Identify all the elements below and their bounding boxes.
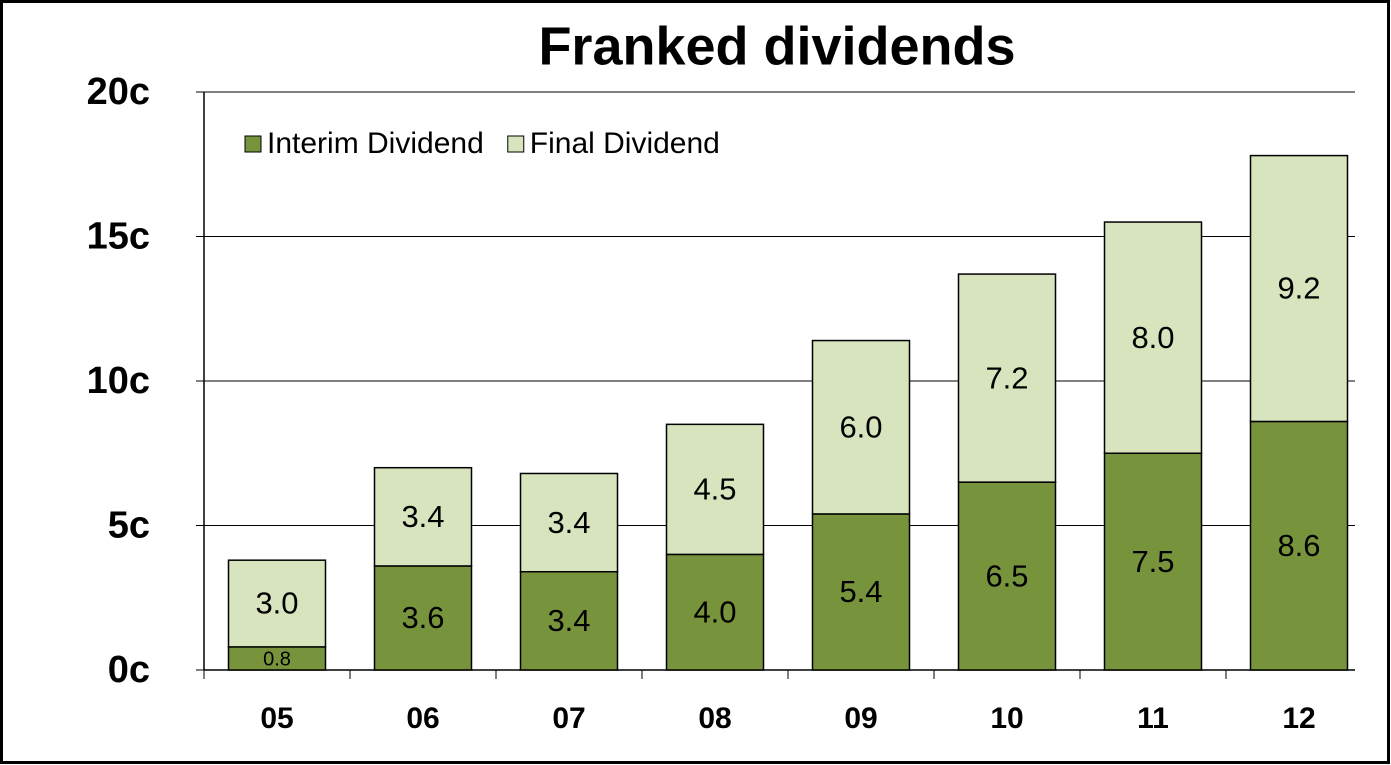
bar-segment <box>519 570 619 671</box>
y-tick-label: 20c <box>87 71 150 113</box>
x-tick-label: 08 <box>698 702 731 735</box>
data-label: 7.2 <box>985 360 1028 395</box>
x-tick-label: 05 <box>260 702 293 735</box>
data-label: 4.5 <box>693 472 736 507</box>
bar-segment <box>1249 154 1349 423</box>
data-label: 3.4 <box>547 603 590 638</box>
chart-title: Franked dividends <box>538 16 1015 76</box>
legend-marker <box>507 135 525 153</box>
y-tick-label: 15c <box>87 216 150 258</box>
data-label: 8.6 <box>1277 528 1320 563</box>
legend-marker <box>244 135 262 153</box>
bar-segment <box>519 472 619 573</box>
data-label: 8.0 <box>1131 320 1174 355</box>
data-label: 3.0 <box>255 586 298 621</box>
bar-segment <box>811 513 911 671</box>
data-label: 3.6 <box>401 600 444 635</box>
data-label: 0.8 <box>263 649 291 671</box>
x-tick-label: 06 <box>406 702 439 735</box>
x-tick-label: 10 <box>990 702 1023 735</box>
legend-label: Interim Dividend <box>267 127 484 160</box>
bar-segment <box>373 565 473 671</box>
bar-segment <box>811 339 911 515</box>
data-label: 4.0 <box>693 594 736 629</box>
bar-segment <box>665 423 765 556</box>
legend-label: Final Dividend <box>530 127 720 160</box>
y-tick-label: 10c <box>87 360 150 402</box>
bar-segment <box>1103 452 1203 671</box>
data-label: 9.2 <box>1277 271 1320 306</box>
data-label: 7.5 <box>1131 544 1174 579</box>
y-tick-label: 0c <box>108 649 150 691</box>
bar-segment <box>1103 221 1203 454</box>
bar-segment <box>373 466 473 567</box>
x-tick-label: 07 <box>552 702 585 735</box>
data-label: 3.4 <box>547 505 590 540</box>
x-tick-label: 11 <box>1137 702 1169 735</box>
data-label: 3.4 <box>401 499 444 534</box>
bar-segment <box>227 559 327 648</box>
y-tick-label: 5c <box>108 505 150 547</box>
bar-segment <box>957 273 1057 483</box>
data-label: 6.0 <box>839 409 882 444</box>
data-label: 5.4 <box>839 574 882 609</box>
x-tick-label: 09 <box>844 702 877 735</box>
bar-segment <box>665 553 765 671</box>
x-tick-label: 12 <box>1282 702 1315 735</box>
data-label: 6.5 <box>985 558 1028 593</box>
